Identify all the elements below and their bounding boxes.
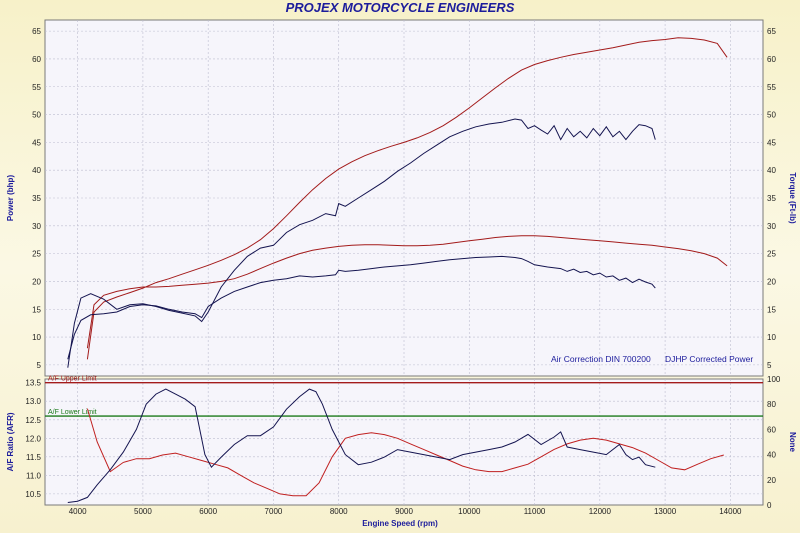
torque-tick-label: 45 — [767, 138, 776, 147]
torque-tick-label: 5 — [767, 361, 772, 370]
corrected-power-note: DJHP Corrected Power — [665, 354, 753, 364]
power-tick-label: 5 — [37, 361, 42, 370]
afr-tick-label: 12.5 — [25, 416, 41, 425]
none-tick-label: 60 — [767, 425, 776, 434]
secondary-series-line — [67, 388, 656, 503]
rpm-tick-label: 8000 — [330, 507, 348, 516]
chart-title: PROJEX MOTORCYCLE ENGINEERS — [286, 0, 515, 15]
air-correction-note: Air Correction DIN 700200 — [551, 354, 651, 364]
power-tick-label: 45 — [32, 138, 41, 147]
afr-tick-label: 10.5 — [25, 490, 41, 499]
power-axis-label: Power (bhp) — [6, 175, 15, 222]
afr-limit-lines: A/F Upper Limit A/F Lower Limit — [45, 376, 763, 417]
rpm-tick-label: 4000 — [69, 507, 87, 516]
rpm-tick-label: 5000 — [134, 507, 152, 516]
power-tick-label: 15 — [32, 305, 41, 314]
torque-tick-label: 20 — [767, 277, 776, 286]
rpm-tick-label: 6000 — [199, 507, 217, 516]
none-axis-label: None — [788, 432, 797, 453]
top-series-line-0 — [86, 37, 728, 360]
power-tick-label: 55 — [32, 83, 41, 92]
torque-tick-label: 30 — [767, 222, 776, 231]
rpm-tick-label: 14000 — [719, 507, 742, 516]
torque-tick-label: 60 — [767, 55, 776, 64]
torque-axis-label: Torque (Ft-lb) — [788, 172, 797, 224]
power-tick-label: 40 — [32, 166, 41, 175]
x-axis-label: Engine Speed (rpm) — [362, 519, 438, 528]
afr-tick-label: 11.5 — [26, 453, 42, 462]
torque-tick-label: 10 — [767, 333, 776, 342]
power-tick-label: 25 — [32, 250, 41, 259]
afr-tick-label: 13.5 — [25, 379, 41, 388]
torque-tick-label: 40 — [767, 166, 776, 175]
rpm-tick-label: 9000 — [395, 507, 413, 516]
power-tick-label: 30 — [32, 222, 41, 231]
afr-tick-label: 11.0 — [26, 471, 42, 480]
none-tick-label: 100 — [767, 375, 781, 384]
torque-tick-label: 25 — [767, 250, 776, 259]
rpm-tick-label: 7000 — [265, 507, 283, 516]
power-tick-label: 10 — [32, 333, 41, 342]
none-tick-label: 20 — [767, 476, 776, 485]
rpm-tick-label: 11000 — [524, 507, 546, 516]
bottom-grid — [45, 379, 763, 505]
torque-tick-label: 55 — [767, 83, 776, 92]
torque-tick-label: 65 — [767, 27, 776, 36]
none-tick-label: 80 — [767, 400, 776, 409]
afr-panel: A/F Upper Limit A/F Lower Limit 4000 5000 6… — [6, 375, 797, 528]
torque-tick-label: 15 — [767, 305, 776, 314]
afr-series-line — [86, 408, 724, 497]
torque-tick-label: 35 — [767, 194, 776, 203]
rpm-tick-label: 10000 — [458, 507, 481, 516]
afr-limit-label: A/F Lower Limit — [48, 409, 97, 416]
afr-axis-label: A/F Ratio (AFR) — [6, 412, 15, 471]
power-tick-label: 65 — [32, 27, 41, 36]
power-tick-label: 20 — [32, 277, 41, 286]
bottom-series — [67, 388, 724, 503]
afr-tick-label: 13.0 — [25, 397, 41, 406]
afr-limit-label: A/F Upper Limit — [48, 376, 97, 383]
none-tick-label: 40 — [767, 451, 776, 460]
power-tick-label: 50 — [32, 111, 41, 120]
afr-tick-label: 12.0 — [25, 434, 41, 443]
top-series — [67, 37, 728, 368]
bottom-ticks: 4000 5000 6000 7000 8000 9000 10000 11000 12000 1… — [25, 375, 780, 516]
top-series-line-2 — [67, 255, 656, 360]
top-series-line-3 — [67, 118, 656, 368]
torque-tick-label: 50 — [767, 111, 776, 120]
top-series-line-1 — [86, 235, 728, 349]
rpm-tick-label: 13000 — [654, 507, 677, 516]
none-tick-label: 0 — [767, 501, 772, 510]
rpm-tick-label: 12000 — [589, 507, 612, 516]
power-tick-label: 35 — [32, 194, 41, 203]
top-grid — [45, 20, 763, 376]
power-tick-label: 60 — [32, 55, 41, 64]
